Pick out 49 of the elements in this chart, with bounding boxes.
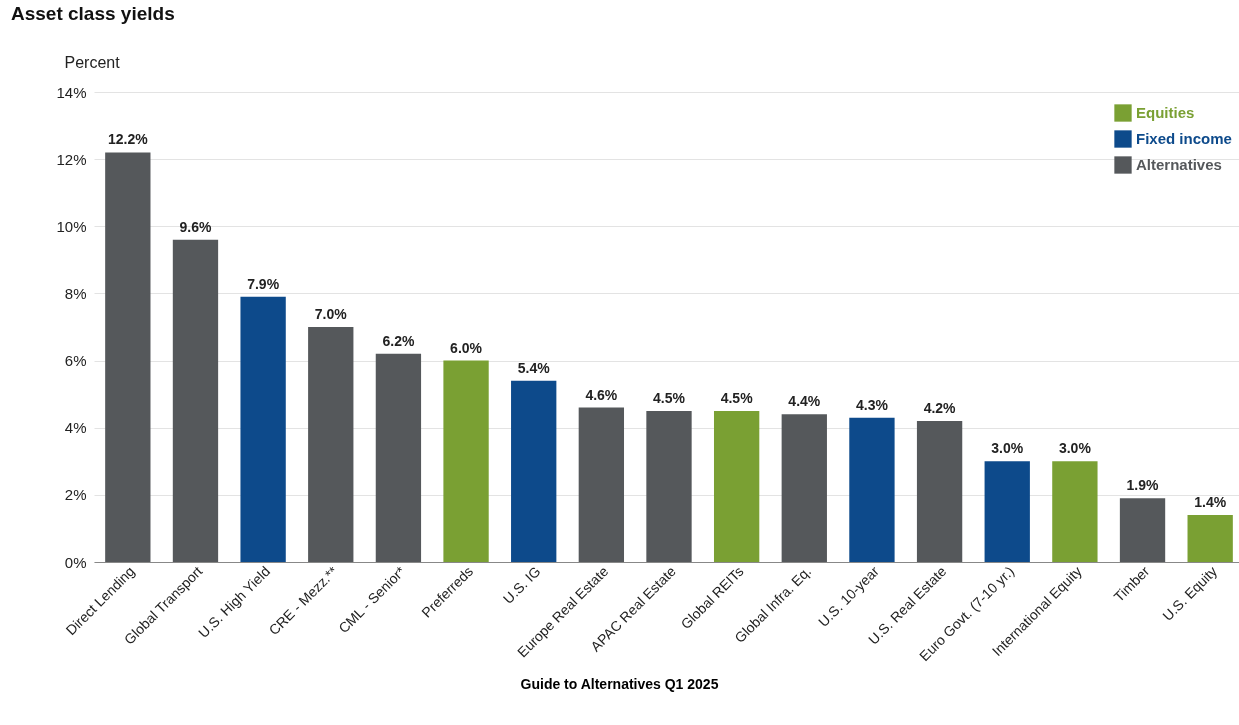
y-tick-label: 8% [64, 284, 87, 302]
data-label: 7.0% [314, 306, 348, 322]
data-label: 4.5% [653, 389, 686, 406]
data-label: 4.3% [855, 396, 889, 413]
bar [240, 296, 286, 562]
y-tick-label: 12% [56, 150, 87, 168]
legend-label: Alternatives [1136, 156, 1222, 173]
data-label: 12.2% [107, 131, 149, 148]
y-tick-label: 14% [56, 83, 87, 101]
bar [781, 414, 827, 562]
data-label: 3.0% [1058, 440, 1092, 457]
data-label: 1.4% [1194, 494, 1227, 510]
y-tick-label: 2% [64, 486, 87, 504]
x-tick-label: U.S. IG [499, 563, 544, 607]
y-tick-label: 10% [56, 217, 87, 235]
data-label: 9.6% [179, 218, 212, 235]
bar [375, 353, 422, 562]
chart-title: Asset class yields [10, 3, 175, 24]
data-label: 1.9% [1126, 477, 1160, 494]
bar [443, 360, 489, 562]
bar [172, 239, 219, 562]
bar [916, 421, 963, 562]
data-label: 3.0% [991, 440, 1024, 457]
data-label: 4.4% [788, 393, 821, 410]
bar [1119, 498, 1166, 562]
bar [511, 380, 557, 562]
bar [1187, 515, 1233, 562]
data-label: 4.6% [585, 386, 618, 403]
bar [308, 327, 354, 562]
bar [1052, 461, 1098, 562]
data-label: 6.2% [382, 332, 415, 349]
y-tick-label: 0% [64, 553, 87, 571]
data-label: 4.5% [720, 389, 754, 406]
bar [713, 410, 760, 562]
data-label: 5.4% [517, 359, 551, 376]
bar [578, 407, 625, 562]
bar [646, 410, 692, 562]
data-label: 6.0% [450, 339, 483, 356]
bar [105, 152, 151, 562]
y-axis-title: Percent [64, 53, 121, 71]
data-label: 4.2% [923, 400, 957, 416]
legend-label: Equities [1136, 104, 1195, 121]
bar [984, 461, 1030, 562]
legend-label: Fixed income [1136, 130, 1232, 147]
text: Guide to Alternatives Q1 2025 [519, 676, 720, 692]
data-label: 7.9% [247, 275, 280, 292]
y-tick-label: 4% [64, 419, 87, 437]
bar [849, 417, 895, 562]
y-tick-label: 6% [64, 352, 87, 370]
